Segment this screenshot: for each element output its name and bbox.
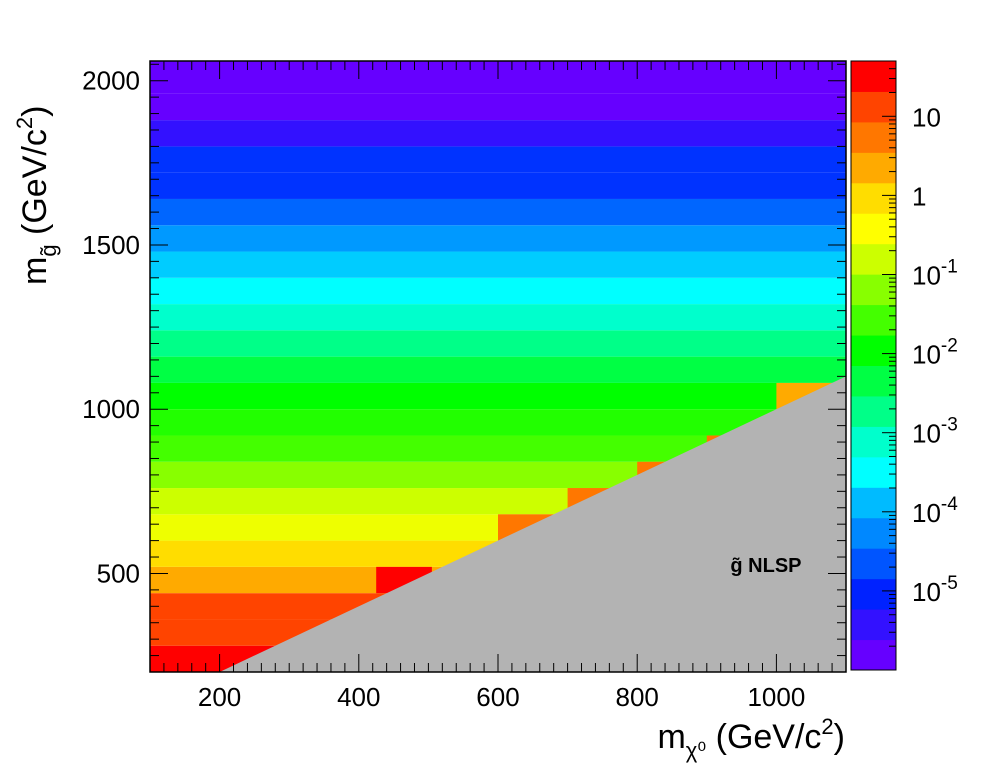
colorbar-tick-label: 1 — [912, 181, 926, 211]
colorbar-tick-label: 10 — [912, 102, 941, 132]
heatmap-band-12 — [150, 330, 846, 357]
x-axis-title: mχ⁰ (GeV/c2) — [657, 714, 845, 763]
colorbar-segment-11 — [851, 304, 896, 336]
heatmap-band-19 — [150, 146, 846, 173]
x-tick-label: 1000 — [747, 682, 805, 712]
colorbar-segment-16 — [851, 152, 896, 184]
heatmap-band-21 — [150, 93, 846, 121]
colorbar-tick-label: 10-5 — [912, 573, 958, 607]
x-tick-label: 400 — [337, 682, 380, 712]
colorbar-segment-19 — [851, 61, 896, 92]
colorbar-segment-18 — [851, 91, 896, 123]
heatmap-band-20 — [150, 120, 846, 147]
colorbar-segment-14 — [851, 213, 896, 245]
excluded-region — [219, 376, 847, 672]
colorbar-tick-label: 10-3 — [912, 415, 958, 449]
colorbar-segment-8 — [851, 395, 896, 427]
colorbar-tick-label: 10-2 — [912, 336, 958, 370]
heatmap-band-10 — [150, 382, 846, 410]
colorbar-segment-0 — [851, 639, 896, 671]
heatmap-band-17 — [150, 198, 846, 226]
colorbar-segment-12 — [851, 274, 896, 306]
y-axis-ticks: 500 1000 1500 2000 — [82, 63, 846, 673]
heatmap-band-14 — [150, 277, 846, 305]
colorbar-segment-2 — [851, 578, 896, 610]
x-tick-label: 600 — [476, 682, 519, 712]
colorbar-segment-17 — [851, 121, 896, 153]
colorbar-segment-15 — [851, 182, 896, 214]
heatmap-band-16 — [150, 225, 846, 252]
colorbar-tick-label: 10-1 — [912, 256, 958, 290]
colorbar-segment-13 — [851, 243, 896, 275]
colorbar-segment-1 — [851, 609, 896, 641]
colorbar-segment-5 — [851, 487, 896, 519]
heatmap-band-13 — [150, 304, 846, 331]
colorbar-segment-9 — [851, 365, 896, 397]
colorbar-segment-7 — [851, 426, 896, 458]
y-axis-title: mg̃ (GeV/c2) — [12, 106, 61, 285]
heatmap-band-11 — [150, 356, 846, 383]
colorbar-segment-4 — [851, 517, 896, 549]
colorbar-tick-label: 10-4 — [912, 494, 958, 528]
x-tick-label: 800 — [616, 682, 659, 712]
y-tick-label: 500 — [97, 558, 140, 588]
colorbar-segment-6 — [851, 456, 896, 488]
colorbar: 10-5 10-4 10-3 10-2 10-1 1 10 — [850, 60, 958, 671]
colorbar-segment-10 — [851, 335, 896, 366]
x-axis-ticks: 200 400 600 800 1000 — [149, 61, 847, 712]
x-tick-label: 200 — [198, 682, 241, 712]
excluded-triangle — [219, 376, 847, 672]
y-tick-label: 2000 — [82, 66, 140, 96]
excluded-region-label: g̃ NLSP — [730, 555, 801, 577]
heatmap-band-18 — [150, 172, 846, 199]
colorbar-segment-3 — [851, 548, 896, 580]
y-tick-label: 1000 — [82, 394, 140, 424]
heatmap-band-15 — [150, 251, 846, 278]
y-tick-label: 1500 — [82, 230, 140, 260]
